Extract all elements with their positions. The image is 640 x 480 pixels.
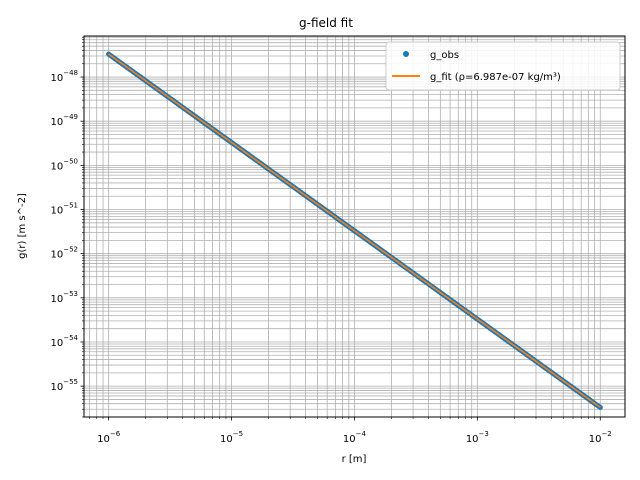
y-tick-label: 10−52	[50, 246, 78, 261]
x-axis: 10−6 10−5 10−4 10−3 10−2	[89, 417, 612, 445]
y-tick-label: 10−51	[50, 202, 78, 217]
legend: g_obs g_fit (ρ=6.987e-07 kg/m³)	[385, 41, 621, 91]
y-tick-label: 10−49	[50, 113, 78, 128]
legend-frame	[385, 41, 621, 91]
x-tick-label: 10−3	[466, 430, 489, 445]
x-axis-label: r [m]	[342, 454, 367, 465]
series-layer	[106, 51, 603, 410]
y-tick-label: 10−48	[50, 69, 78, 84]
y-tick-label: 10−54	[50, 334, 78, 349]
x-tick-label: 10−6	[97, 430, 121, 445]
y-axis: 10−55 10−54 10−53 10−52 10−51 10−50 10−49 10−48	[50, 36, 84, 418]
legend-marker-g-obs	[403, 51, 409, 57]
x-tick-label: 10−2	[589, 430, 612, 445]
y-tick-label: 10−55	[50, 378, 78, 393]
g-fit-line	[108, 53, 601, 409]
x-tick-label: 10−4	[343, 430, 367, 445]
chart-title: g-field fit	[299, 16, 353, 30]
legend-label-g-fit: g_fit (ρ=6.987e-07 kg/m³)	[430, 72, 561, 83]
y-tick-label: 10−53	[50, 290, 78, 305]
y-axis-label: g(r) [m s^-2]	[17, 193, 28, 259]
y-tick-label: 10−50	[50, 157, 78, 172]
legend-label-g-obs: g_obs	[430, 50, 459, 61]
x-tick-label: 10−5	[220, 430, 243, 445]
grid	[84, 36, 625, 418]
